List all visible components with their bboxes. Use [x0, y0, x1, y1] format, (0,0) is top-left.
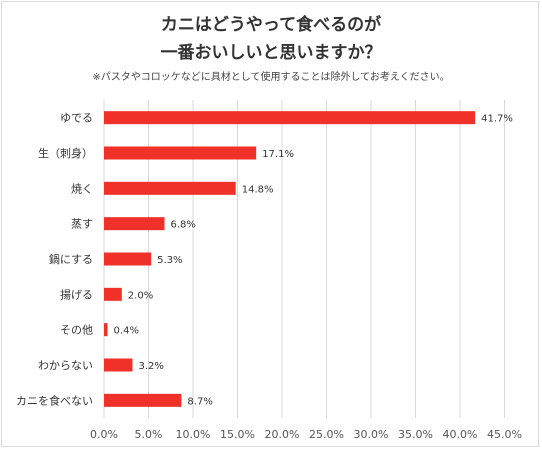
value-label: 41.7% — [481, 114, 513, 125]
bar — [104, 111, 476, 125]
x-tick-label: 15.0% — [220, 428, 255, 441]
x-tick-label: 20.0% — [265, 428, 300, 441]
category-label: 焼く — [71, 182, 93, 195]
bar — [104, 323, 108, 337]
bar — [104, 217, 165, 231]
value-label: 5.3% — [157, 255, 182, 266]
value-label: 0.4% — [114, 326, 139, 337]
category-label: 生（刺身） — [38, 146, 93, 160]
category-label: その他 — [60, 324, 93, 337]
x-tick-label: 10.0% — [176, 428, 211, 441]
category-label: ゆでる — [60, 112, 93, 125]
x-tick-label: 5.0% — [135, 428, 163, 441]
category-label: 揚げる — [60, 288, 93, 301]
value-label: 14.8% — [242, 184, 274, 195]
x-tick-label: 25.0% — [309, 428, 344, 441]
chart-note: ※パスタやコロッケなどに具材として使用することは除外してお考えください。 — [92, 72, 450, 83]
category-label: 蒸す — [71, 218, 93, 231]
x-tick-label: 40.0% — [443, 428, 478, 441]
category-label: 鍋にする — [49, 252, 93, 266]
bar — [104, 146, 257, 160]
value-label: 3.2% — [138, 361, 163, 372]
value-label: 8.7% — [187, 396, 212, 407]
bar — [104, 252, 152, 266]
bar — [104, 181, 236, 195]
bar — [104, 393, 182, 407]
value-label: 17.1% — [262, 149, 294, 160]
x-tick-label: 35.0% — [398, 428, 433, 441]
value-label: 6.8% — [171, 220, 196, 231]
value-label: 2.0% — [128, 290, 153, 301]
chart-title-line1: カニはどうやって食べるのが — [160, 15, 382, 35]
x-tick-label: 45.0% — [487, 428, 522, 441]
category-label: わからない — [38, 359, 93, 372]
chart-title-line2: 一番おいしいと思いますか？ — [160, 43, 382, 63]
x-tick-label: 30.0% — [354, 428, 389, 441]
category-label: カニを食べない — [16, 393, 93, 407]
x-tick-label: 0.0% — [90, 428, 118, 441]
bar — [104, 287, 122, 301]
bar — [104, 358, 133, 372]
